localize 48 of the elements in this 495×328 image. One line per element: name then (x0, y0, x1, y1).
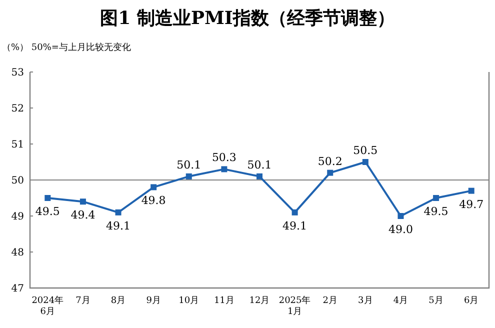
label: 49.8 (141, 194, 166, 208)
point (256, 173, 262, 180)
xtick: 12月 (249, 296, 270, 306)
point (398, 213, 404, 219)
xtick: 7月 (76, 296, 90, 306)
point (115, 209, 122, 216)
label: 49.0 (388, 223, 413, 236)
ytick: 47 (11, 284, 24, 294)
label: 49.5 (424, 205, 448, 218)
xtick: 8月 (110, 296, 126, 306)
point (362, 159, 368, 165)
ytick: 49 (11, 212, 24, 222)
label: 50.2 (318, 154, 342, 168)
label: 50.5 (353, 144, 378, 157)
label: 49.1 (106, 219, 131, 232)
point (221, 166, 228, 172)
xtick: 10月 (178, 296, 200, 306)
ytick: 52 (11, 104, 24, 114)
label: 50.1 (176, 158, 202, 172)
subtitle: （%） 50%=与上月比较无变化 (2, 43, 131, 53)
label: 49.1 (282, 219, 308, 232)
point (433, 195, 440, 201)
point (186, 173, 192, 180)
xtick: 9月 (146, 296, 161, 306)
ytick: 48 (11, 248, 24, 258)
xtick: 2月 (322, 296, 338, 306)
xtick: 6月 (464, 296, 479, 306)
label: 50.3 (212, 151, 236, 164)
point (468, 188, 474, 194)
point (327, 170, 334, 176)
xtick: 3月 (358, 296, 373, 306)
label: 49.7 (459, 198, 484, 211)
ytick: 51 (11, 140, 24, 150)
ytick: 53 (11, 68, 24, 78)
xtick: 4月 (393, 296, 408, 306)
xtick: 2025年 1月 (278, 296, 311, 317)
label: 49.5 (35, 205, 60, 218)
point (150, 184, 157, 190)
xtick: 2024年 6月 (32, 296, 64, 317)
label: 49.4 (70, 208, 96, 222)
point (44, 195, 51, 201)
title: 图1 制造业PMI指数（经季节调整） (100, 8, 395, 29)
xtick: 11月 (214, 296, 234, 306)
ytick: 50 (11, 176, 24, 186)
xtick: 5月 (428, 296, 444, 306)
point (80, 198, 86, 205)
point (292, 209, 298, 216)
label: 50.1 (247, 158, 272, 172)
